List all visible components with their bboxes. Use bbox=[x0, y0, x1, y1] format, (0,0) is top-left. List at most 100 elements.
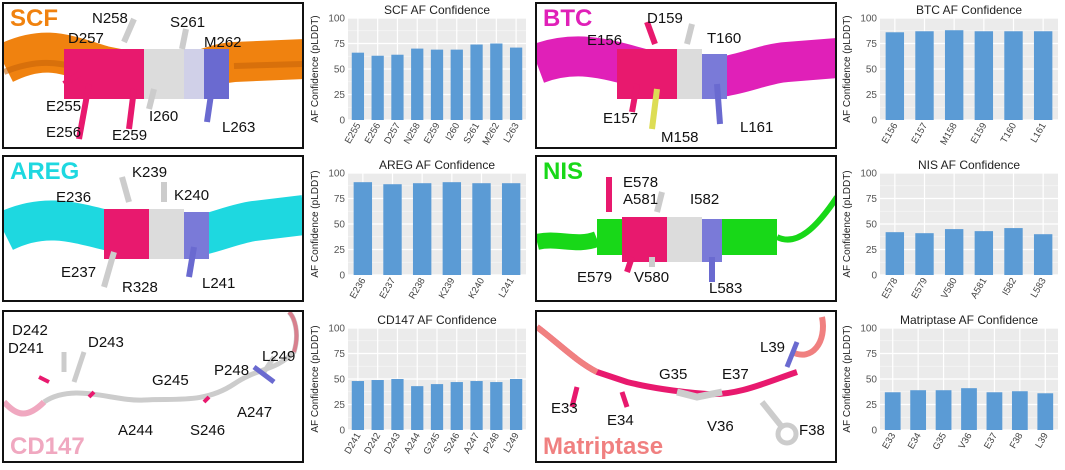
y-tick-label: 50 bbox=[866, 220, 878, 231]
scf-helix-render bbox=[4, 17, 302, 140]
bar bbox=[450, 382, 463, 430]
x-tick-label: A581 bbox=[969, 276, 990, 301]
y-tick-label: 75 bbox=[866, 39, 878, 50]
x-tick-label: V580 bbox=[939, 276, 960, 301]
y-tick-label: 25 bbox=[866, 245, 878, 256]
bar bbox=[910, 390, 927, 430]
residue-label: D242 bbox=[12, 322, 48, 339]
bar bbox=[412, 183, 432, 275]
scf-panel-title: SCF bbox=[10, 5, 58, 32]
y-tick-label: 0 bbox=[871, 271, 877, 282]
x-tick-label: N258 bbox=[402, 121, 423, 146]
nis-bar-chart: NIS AF Confidence AF Confidence (pLDDT) 0 2… bbox=[838, 155, 1063, 310]
chart-svg: AREG AF Confidence AF Confidence (pLDDT) 0… bbox=[310, 158, 526, 301]
residue-label: A247 bbox=[237, 404, 273, 421]
x-tick-label: R238 bbox=[407, 276, 428, 301]
residue-label: M158 bbox=[661, 129, 699, 146]
areg-panel-title: AREG bbox=[10, 158, 80, 185]
bar bbox=[1033, 31, 1053, 120]
x-tick-label: E37 bbox=[982, 431, 1000, 451]
residue-label: E579 bbox=[577, 269, 613, 286]
y-axis-label: AF Confidence (pLDDT) bbox=[842, 325, 853, 432]
residue-label: E255 bbox=[46, 98, 82, 115]
y-tick-label: 0 bbox=[339, 271, 345, 282]
y-axis-label: AF Confidence (pLDDT) bbox=[310, 170, 321, 277]
chart-title: AREG AF Confidence bbox=[379, 158, 495, 172]
residue-label: I260 bbox=[149, 108, 179, 125]
chart-svg: SCF AF Confidence AF Confidence (pLDDT) 0 2… bbox=[310, 3, 526, 147]
residue-label: E34 bbox=[607, 412, 634, 429]
x-tick-label: L39 bbox=[1033, 431, 1050, 450]
bar bbox=[509, 379, 523, 430]
residue-label: E157 bbox=[603, 110, 639, 127]
x-tick-label: E255 bbox=[343, 121, 364, 146]
x-tick-label: F38 bbox=[1008, 431, 1026, 451]
y-tick-label: 75 bbox=[866, 194, 878, 205]
residue-label: P248 bbox=[214, 362, 250, 379]
residue-label: L263 bbox=[222, 119, 256, 136]
y-tick-label: 25 bbox=[334, 245, 346, 256]
bar bbox=[470, 381, 483, 430]
residue-label: S261 bbox=[170, 14, 206, 31]
chart-svg: BTC AF Confidence AF Confidence (pLDDT) 0 2… bbox=[842, 3, 1058, 147]
x-tick-label: L241 bbox=[497, 276, 517, 300]
y-tick-label: 100 bbox=[860, 324, 877, 335]
nis-structure-panel: NIS E578 A581 I582 E579 V580 L583 bbox=[535, 155, 837, 302]
btc-helix-render bbox=[537, 20, 835, 130]
residue-label: E236 bbox=[56, 189, 92, 206]
residue-label: S246 bbox=[190, 422, 226, 439]
bar bbox=[371, 380, 384, 430]
x-tick-label: M262 bbox=[481, 121, 502, 147]
residue-label: N258 bbox=[92, 10, 128, 27]
residue-label: L249 bbox=[262, 348, 296, 365]
x-tick-label: S261 bbox=[462, 121, 483, 146]
residue-label: G245 bbox=[152, 372, 189, 389]
y-tick-label: 25 bbox=[334, 400, 346, 411]
x-tick-label: L583 bbox=[1029, 276, 1049, 300]
x-tick-label: M158 bbox=[938, 121, 959, 147]
residue-label: D159 bbox=[647, 10, 683, 27]
residue-label: E37 bbox=[722, 366, 749, 383]
y-tick-label: 75 bbox=[334, 39, 346, 50]
bar bbox=[1004, 31, 1023, 120]
x-tick-label: K240 bbox=[466, 276, 487, 301]
bar bbox=[472, 183, 491, 275]
x-tick-label: L263 bbox=[502, 121, 522, 145]
bar bbox=[915, 31, 934, 120]
cd147-bar-chart: CD147 AF Confidence AF Confidence (pLDDT)… bbox=[306, 310, 531, 465]
x-tick-label: E259 bbox=[422, 121, 443, 146]
y-tick-label: 100 bbox=[328, 324, 345, 335]
residue-label: L241 bbox=[202, 275, 236, 292]
bar bbox=[1037, 393, 1054, 430]
residue-label: E156 bbox=[587, 32, 623, 49]
bar bbox=[961, 388, 977, 430]
bar bbox=[411, 48, 424, 120]
bar bbox=[1011, 391, 1028, 430]
areg-structure-panel: AREG K239 E236 K240 E237 L241 R328 bbox=[2, 155, 304, 302]
btc-panel-title: BTC bbox=[543, 5, 593, 32]
residue-label: K240 bbox=[174, 187, 210, 204]
bar bbox=[974, 231, 994, 275]
bar bbox=[353, 182, 373, 275]
x-tick-label: E33 bbox=[880, 431, 898, 451]
x-tick-label: A244 bbox=[402, 431, 423, 456]
y-tick-label: 75 bbox=[866, 349, 878, 360]
x-tick-label: E256 bbox=[363, 121, 384, 146]
x-tick-label: E579 bbox=[909, 276, 930, 301]
bar bbox=[490, 382, 503, 430]
residue-label: M262 bbox=[204, 34, 242, 51]
residue-label: K239 bbox=[132, 164, 168, 181]
y-tick-label: 75 bbox=[334, 194, 346, 205]
residue-label: E33 bbox=[551, 400, 578, 417]
y-tick-label: 0 bbox=[871, 116, 877, 127]
matriptase-backbone-render bbox=[537, 316, 826, 446]
x-tick-label: I582 bbox=[1000, 276, 1019, 298]
residue-label: D257 bbox=[68, 30, 104, 47]
bar bbox=[885, 232, 905, 275]
y-tick-label: 100 bbox=[328, 14, 345, 25]
x-tick-label: A247 bbox=[462, 431, 483, 456]
chart-title: BTC AF Confidence bbox=[916, 3, 1022, 17]
x-tick-label: E159 bbox=[969, 121, 990, 146]
y-tick-label: 0 bbox=[339, 116, 345, 127]
chart-title: CD147 AF Confidence bbox=[377, 313, 497, 327]
